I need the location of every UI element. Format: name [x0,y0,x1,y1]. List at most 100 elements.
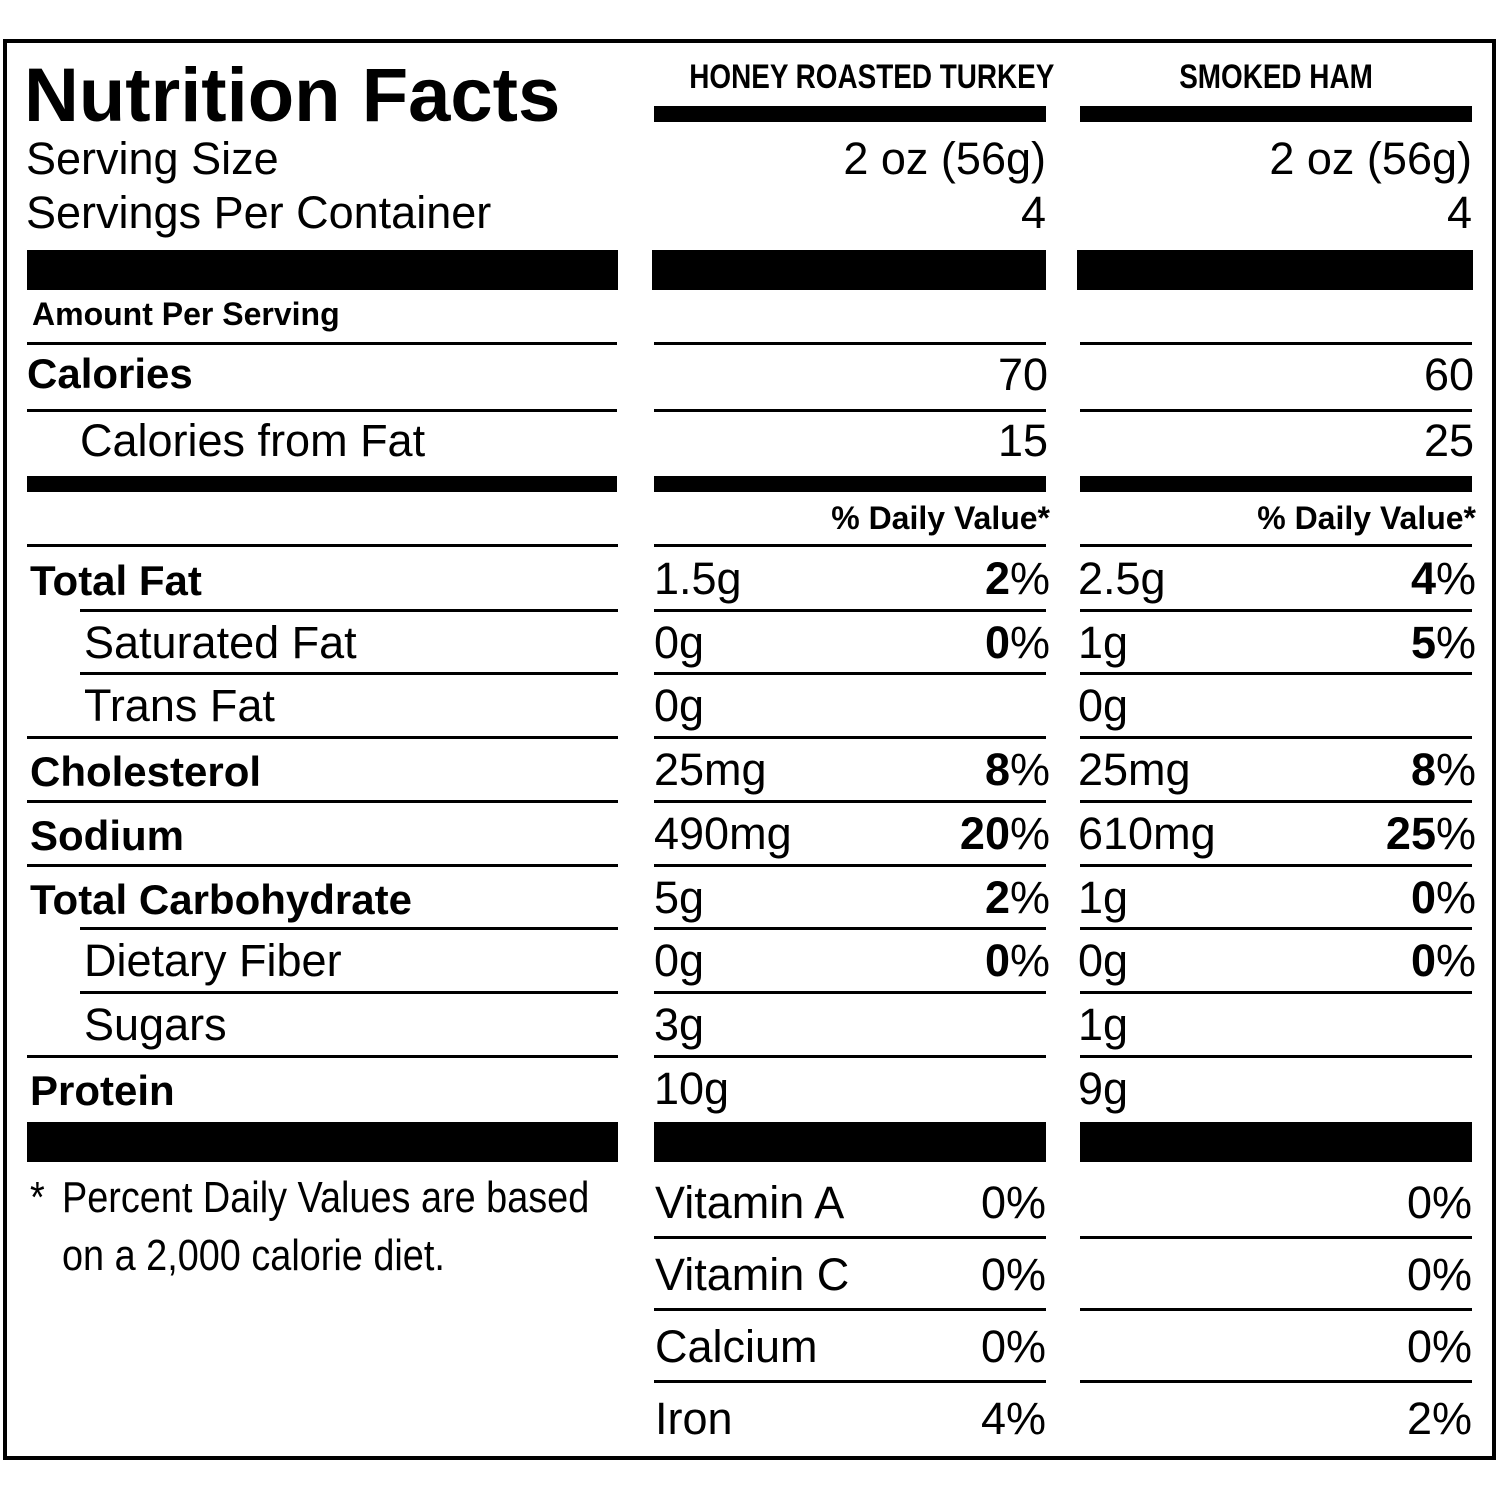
row-rule [1080,736,1472,739]
nutrient-dv-ham: 25% [1276,811,1476,856]
vitamin-label: Iron [655,1393,733,1444]
row-rule [27,1055,618,1058]
row-rule [1080,927,1472,930]
calories-from-fat-turkey: 15 [997,415,1048,466]
row-rule [27,864,618,867]
row-rule [654,672,1046,675]
row-rule [654,800,1046,803]
nutrient-label: Saturated Fat [84,617,357,668]
servings-per-container-label: Servings Per Container [26,187,492,238]
dv-percent-sign: % [1009,872,1050,923]
dv-percent-sign: % [1435,744,1476,795]
bottom-bar-left [27,1122,618,1162]
rule [654,544,1046,547]
rule [1080,409,1472,412]
servings-per-container-ham: 4 [1446,187,1472,238]
nutrient-amount-turkey: 25mg [654,744,767,795]
dv-number: 4 [1410,553,1436,604]
nutrient-amount-turkey: 3g [654,999,705,1050]
nutrient-amount-turkey: 490mg [654,808,792,859]
serving-size-ham: 2 oz (56g) [1269,133,1472,184]
rule [654,409,1046,412]
nutrient-amount-ham: 610mg [1078,808,1216,859]
nutrient-amount-turkey: 1.5g [654,553,742,604]
nutrient-amount-ham: 25mg [1078,744,1191,795]
medium-bar-ham [1080,476,1472,492]
nutrient-dv-turkey: 8% [850,747,1050,792]
nutrient-dv-ham: 5% [1276,620,1476,665]
vitamin-rule [1080,1308,1472,1311]
row-rule [654,991,1046,994]
nutrient-label: Protein [30,1067,175,1114]
vitamin-ham: 0% [1406,1177,1472,1228]
calories-from-fat-label: Calories from Fat [80,415,426,466]
vitamin-turkey: 0% [980,1321,1046,1372]
row-rule [654,1055,1046,1058]
dv-percent-sign: % [1009,617,1050,668]
nutrient-amount-turkey: 10g [654,1063,730,1114]
dv-number: 0 [1410,872,1436,923]
dv-number: 8 [984,744,1010,795]
row-rule [654,736,1046,739]
serving-size-label: Serving Size [26,133,279,184]
footnote-line-2: on a 2,000 calorie diet. [62,1231,445,1280]
nutrient-amount-ham: 2.5g [1078,553,1166,604]
row-rule [80,672,618,675]
dv-percent-sign: % [1009,744,1050,795]
calories-from-fat-ham: 25 [1423,415,1474,466]
nutrient-label: Sugars [84,999,227,1050]
vitamin-label: Calcium [655,1321,818,1372]
thick-bar-left [27,250,618,290]
thick-bar-ham [1077,250,1473,290]
nutrition-label-border [3,39,1496,1460]
vitamin-turkey: 0% [980,1249,1046,1300]
nutrient-label: Trans Fat [84,680,275,731]
vitamin-rule [1080,1380,1472,1383]
dv-percent-sign: % [1435,935,1476,986]
vitamin-rule [654,1380,1046,1383]
dv-percent-sign: % [1009,935,1050,986]
row-rule [654,609,1046,612]
row-rule [1080,864,1472,867]
row-rule [80,991,618,994]
nutrient-amount-turkey: 0g [654,680,705,731]
nutrient-amount-turkey: 5g [654,872,705,923]
rule [654,342,1046,345]
row-rule [654,864,1046,867]
header-bar-ham [1080,106,1472,122]
medium-bar-left [27,476,617,492]
daily-value-header-turkey: % Daily Value* [831,500,1050,536]
row-rule [80,609,618,612]
dv-number: 0 [1410,935,1436,986]
dv-percent-sign: % [1435,808,1476,859]
nutrient-amount-turkey: 0g [654,935,705,986]
servings-per-container-turkey: 4 [1020,187,1046,238]
header-bar-turkey [654,106,1046,122]
footnote-star: * [30,1173,45,1222]
nutrient-amount-ham: 1g [1078,999,1129,1050]
vitamin-rule [1080,1236,1472,1239]
nutrient-amount-turkey: 0g [654,617,705,668]
row-rule [1080,609,1472,612]
row-rule [1080,800,1472,803]
row-rule [80,927,618,930]
rule [1080,342,1472,345]
vitamin-turkey: 0% [980,1177,1046,1228]
nutrient-amount-ham: 0g [1078,935,1129,986]
dv-number: 5 [1410,617,1436,668]
vitamin-ham: 2% [1406,1393,1472,1444]
dv-number: 25 [1385,808,1436,859]
nutrient-amount-ham: 1g [1078,617,1129,668]
vitamin-ham: 0% [1406,1321,1472,1372]
serving-size-turkey: 2 oz (56g) [843,133,1046,184]
nutrient-dv-ham: 0% [1276,938,1476,983]
vitamin-label: Vitamin A [655,1177,845,1228]
nutrient-amount-ham: 1g [1078,872,1129,923]
daily-value-header-ham: % Daily Value* [1257,500,1476,536]
bottom-bar-turkey [654,1122,1046,1162]
dv-percent-sign: % [1009,553,1050,604]
amount-per-serving-label: Amount Per Serving [32,296,340,332]
row-rule [27,800,618,803]
nutrient-dv-turkey: 2% [850,556,1050,601]
rule [1080,544,1472,547]
